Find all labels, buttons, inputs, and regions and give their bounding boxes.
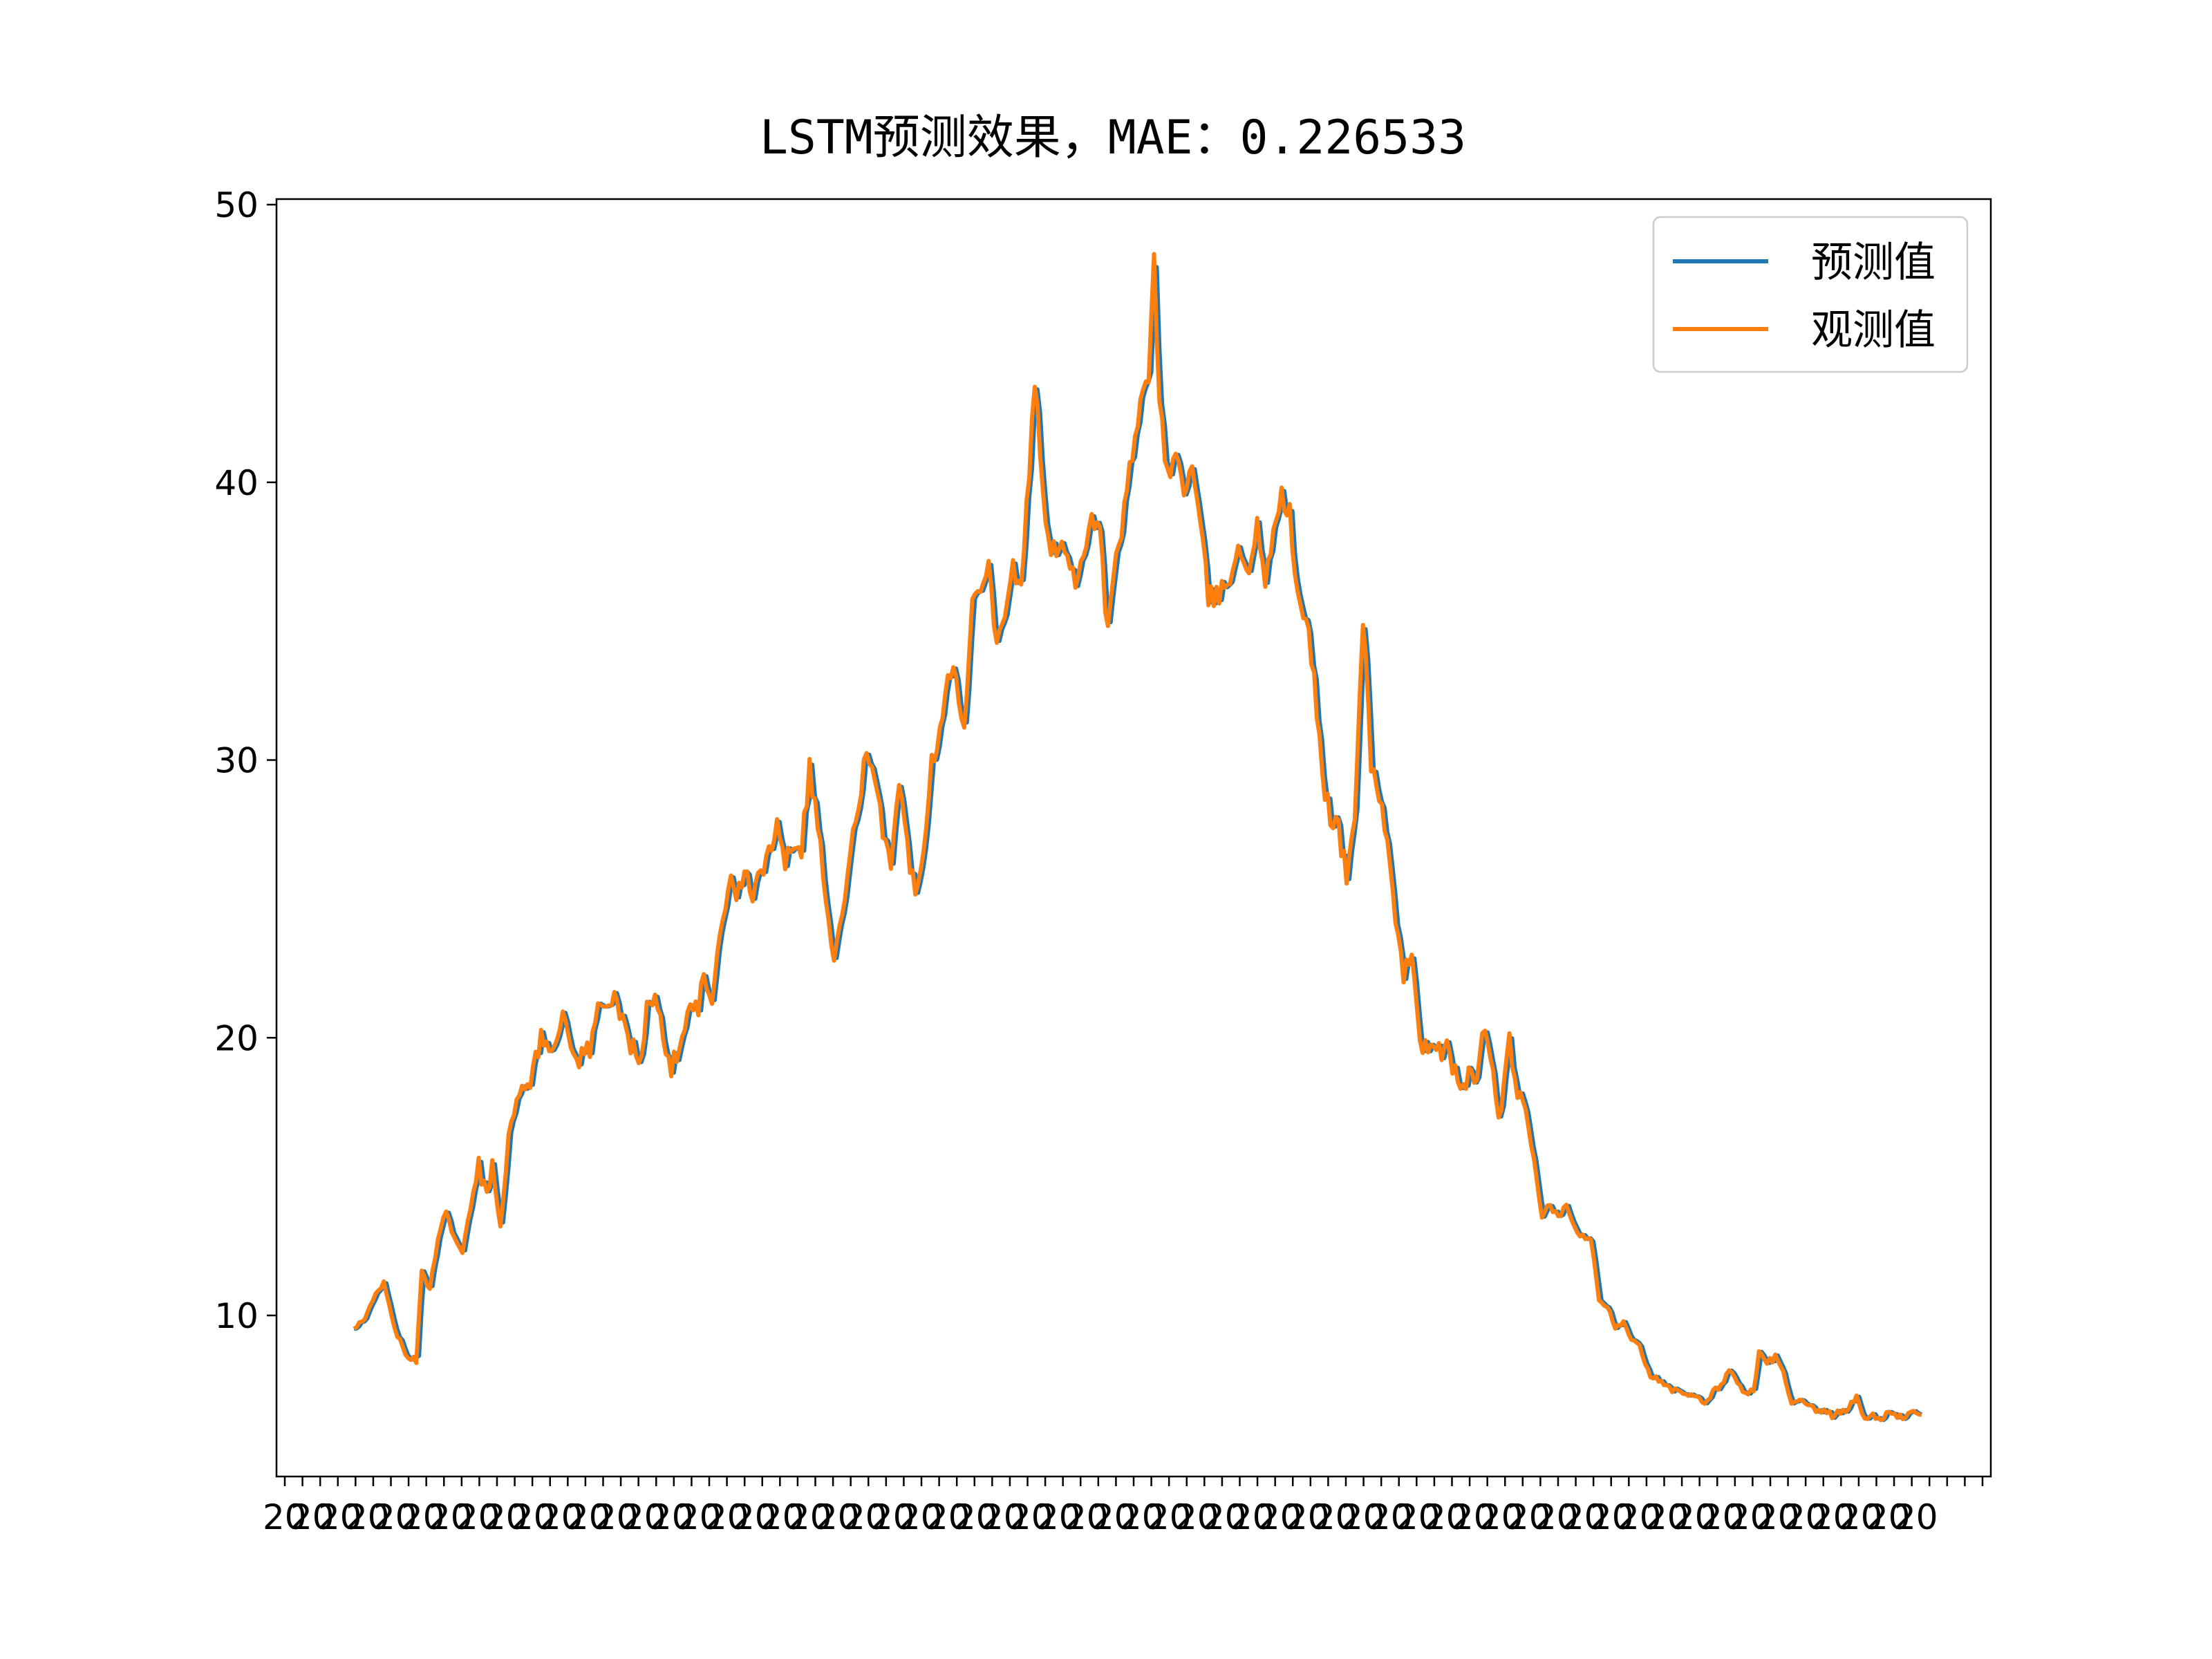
x-tick-label: 20 — [1065, 1497, 1109, 1537]
x-tick-label: 20 — [290, 1497, 335, 1537]
x-tick-label: 20 — [429, 1497, 473, 1537]
x-tick-label: 20 — [677, 1497, 722, 1537]
x-tick-label: 20 — [1313, 1497, 1358, 1537]
x-tick-label: 20 — [1756, 1497, 1800, 1537]
x-tick-label: 20 — [816, 1497, 860, 1537]
x-tick-label: 20 — [373, 1497, 418, 1537]
x-tick-label: 20 — [1811, 1497, 1855, 1537]
x-tick-label: 20 — [1783, 1497, 1828, 1537]
legend-box — [1652, 216, 1969, 373]
x-tick-label: 20 — [594, 1497, 639, 1537]
series-line-observed — [353, 252, 1922, 1423]
plot-area — [353, 252, 1923, 1423]
x-tick-label: 20 — [1203, 1497, 1247, 1537]
x-tick-label: 20 — [1700, 1497, 1745, 1537]
legend-label-predicted: 预测值 — [1811, 238, 1936, 287]
x-tick-label: 20 — [1396, 1497, 1441, 1537]
x-axis: 2020202020202020202020202020202020202020… — [263, 1477, 1984, 1537]
y-axis: 10 20 30 40 50 — [214, 185, 276, 1336]
chart-title: LSTM预测效果，MAE：0.226533 — [760, 111, 1466, 165]
x-tick-label: 20 — [926, 1497, 971, 1537]
x-tick-label: 20 — [1147, 1497, 1192, 1537]
x-tick-label: 20 — [1673, 1497, 1717, 1537]
x-tick-label: 20 — [1507, 1497, 1551, 1537]
x-tick-label: 20 — [1258, 1497, 1302, 1537]
x-tick-label: 20 — [484, 1497, 528, 1537]
x-tick-label: 20 — [1562, 1497, 1606, 1537]
x-tick-label: 20 — [1341, 1497, 1385, 1537]
x-tick-label: 20 — [1369, 1497, 1413, 1537]
x-tick-label: 20 — [263, 1497, 307, 1537]
x-tick-label: 20 — [1037, 1497, 1081, 1537]
x-tick-label: 20 — [1894, 1497, 1938, 1537]
y-tick-label: 20 — [214, 1018, 259, 1058]
x-tick-label: 20 — [733, 1497, 777, 1537]
x-tick-label: 20 — [1092, 1497, 1136, 1537]
x-tick-label: 20 — [1590, 1497, 1634, 1537]
x-tick-label: 20 — [1645, 1497, 1689, 1537]
legend-label-observed: 观测值 — [1811, 306, 1936, 355]
x-tick-label: 20 — [401, 1497, 445, 1537]
x-tick-label: 20 — [899, 1497, 943, 1537]
x-tick-label: 20 — [760, 1497, 805, 1537]
x-tick-label: 20 — [982, 1497, 1026, 1537]
x-tick-label: 20 — [1230, 1497, 1275, 1537]
x-tick-label: 20 — [456, 1497, 500, 1537]
x-tick-label: 20 — [1120, 1497, 1164, 1537]
y-tick-label: 50 — [214, 185, 259, 225]
x-tick-label: 20 — [318, 1497, 362, 1537]
x-tick-label: 20 — [346, 1497, 390, 1537]
x-tick-label: 20 — [843, 1497, 888, 1537]
x-tick-label: 20 — [567, 1497, 611, 1537]
x-tick-label: 20 — [705, 1497, 749, 1537]
x-tick-label: 20 — [1009, 1497, 1053, 1537]
x-tick-label: 20 — [1452, 1497, 1496, 1537]
x-tick-label: 20 — [1175, 1497, 1219, 1537]
y-tick-label: 10 — [214, 1296, 259, 1336]
y-tick-label: 30 — [214, 741, 259, 781]
x-tick-label: 20 — [871, 1497, 915, 1537]
x-tick-label: 20 — [788, 1497, 832, 1537]
x-tick-label: 20 — [1866, 1497, 1911, 1537]
x-tick-label: 20 — [1479, 1497, 1524, 1537]
x-tick-label: 20 — [1618, 1497, 1662, 1537]
x-tick-label: 20 — [1424, 1497, 1468, 1537]
axes-frame — [275, 198, 1992, 1478]
y-tick-label: 40 — [214, 463, 259, 503]
x-tick-label: 20 — [622, 1497, 666, 1537]
x-tick-label: 20 — [650, 1497, 694, 1537]
x-tick-label: 20 — [539, 1497, 583, 1537]
x-tick-label: 20 — [1286, 1497, 1330, 1537]
x-tick-label: 20 — [1728, 1497, 1772, 1537]
x-tick-label: 20 — [954, 1497, 998, 1537]
x-tick-label: 20 — [512, 1497, 556, 1537]
x-tick-label: 20 — [1839, 1497, 1883, 1537]
x-tick-label: 20 — [1535, 1497, 1579, 1537]
legend: 预测值 观测值 — [1652, 216, 1969, 373]
